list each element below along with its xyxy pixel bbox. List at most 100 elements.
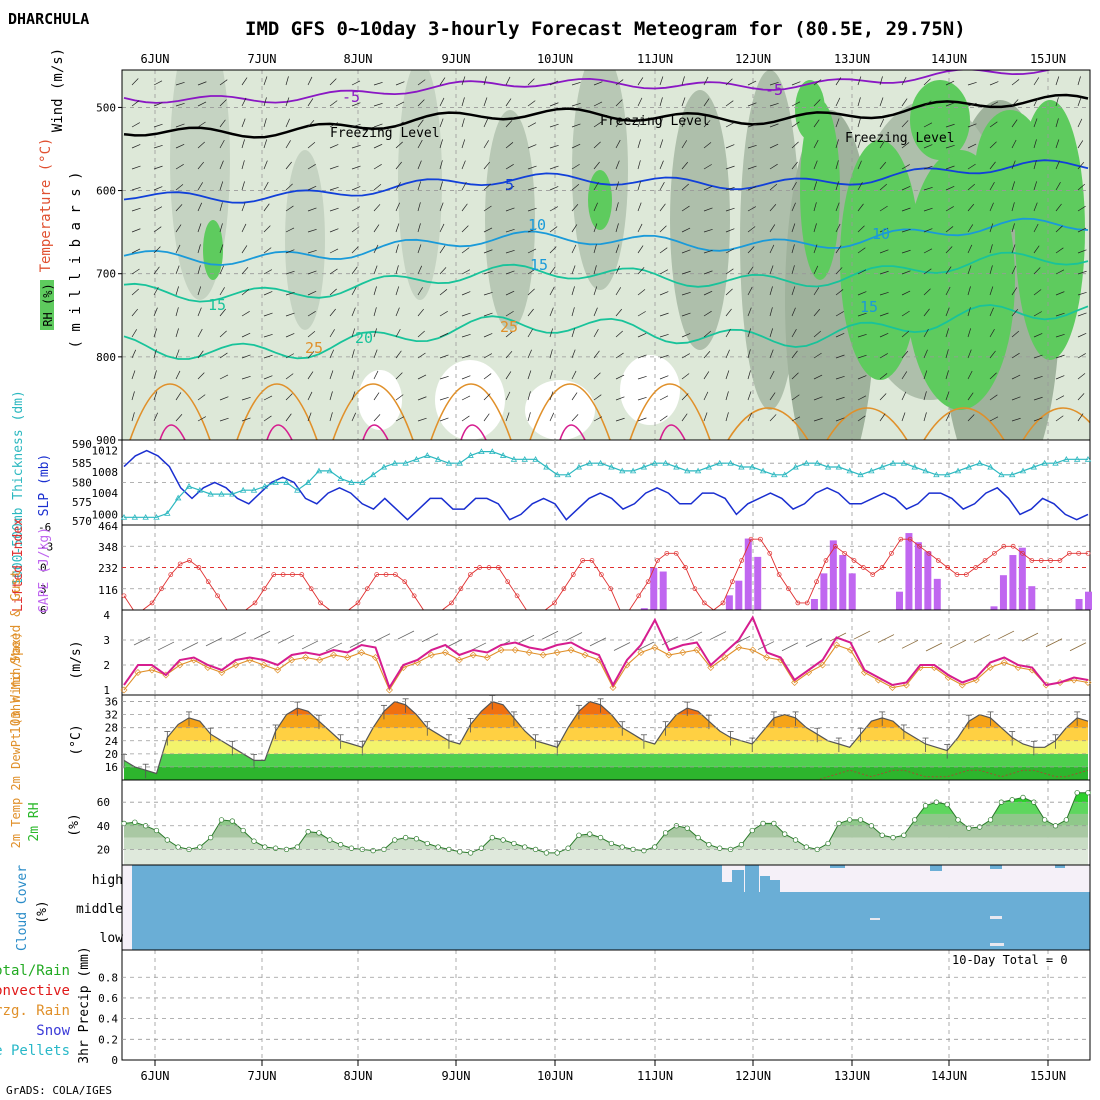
wind-barb <box>461 291 471 296</box>
wind-barb <box>549 186 559 191</box>
wind-barb <box>703 371 710 380</box>
rh-point <box>1042 817 1048 823</box>
rh-high-zone <box>800 100 840 280</box>
wind-barb <box>703 185 713 191</box>
wind-barb <box>527 268 536 275</box>
wind-barb <box>351 80 361 86</box>
thickness-point <box>359 479 366 485</box>
li-tick-label: 0 <box>40 562 47 575</box>
rh-point <box>597 834 604 841</box>
wind-barb <box>329 228 339 233</box>
wind-barb <box>131 122 140 128</box>
rh-point <box>1074 790 1080 796</box>
lifted-index-point <box>598 572 604 577</box>
wind-barb <box>285 373 294 380</box>
wind-barb <box>263 354 273 359</box>
temperature-band <box>124 740 1088 754</box>
wind-barb <box>703 350 711 359</box>
wind-barb <box>439 139 443 149</box>
cape-bar <box>1018 547 1026 610</box>
date-label-bottom: 14JUN <box>931 1069 967 1083</box>
wind-barb <box>1011 396 1021 401</box>
wind-barb <box>879 413 886 422</box>
wind-barb <box>835 333 845 338</box>
wind-barb <box>285 353 295 359</box>
wind-barb <box>923 412 927 422</box>
wind-barb <box>397 630 415 640</box>
rh-point <box>879 832 885 838</box>
wind-barb <box>373 265 378 275</box>
wind-barb <box>527 308 534 317</box>
wind-barb <box>285 270 295 275</box>
temperature-contour-25 <box>236 383 318 440</box>
wind-barb <box>681 76 685 86</box>
lifted-index-axis-label: Lifted Index <box>11 518 26 612</box>
wind-barb <box>791 182 797 191</box>
wind-barb <box>197 244 201 254</box>
lifted-index-point <box>814 579 819 585</box>
rh-high-zone <box>910 80 970 160</box>
wind-barb <box>461 181 467 191</box>
wind-barb <box>1055 139 1060 149</box>
wind-barb <box>1055 415 1064 422</box>
wind-barb <box>813 119 820 128</box>
wind-barb <box>373 328 377 338</box>
wind-barb <box>373 224 380 233</box>
wind-barb <box>967 81 977 86</box>
wind-barb <box>263 375 273 380</box>
lifted-index-point <box>720 600 726 606</box>
wind-barb <box>1033 77 1040 86</box>
gust-point <box>302 654 310 661</box>
gust-point <box>427 651 435 659</box>
wind-barb <box>241 332 251 338</box>
wind-barb <box>505 98 512 107</box>
thickness-point <box>749 463 756 470</box>
temperature-contour-30 <box>659 424 686 440</box>
gust-point <box>665 651 673 659</box>
thickness-point <box>846 467 853 474</box>
wind-barb <box>241 354 251 359</box>
wind-barb <box>351 206 361 212</box>
lifted-index-point <box>673 550 679 556</box>
contour-label: Freezing Level <box>845 131 955 146</box>
wind-barb <box>949 639 967 649</box>
gust-point <box>902 681 910 689</box>
lifted-index-point <box>262 586 267 592</box>
cape-bar <box>990 606 998 610</box>
wind-barb <box>517 634 535 644</box>
wind-barb <box>175 123 185 128</box>
gust-point <box>511 646 519 654</box>
wind-barb <box>263 97 267 107</box>
rh-dry-zone <box>435 360 505 440</box>
wind-tick-label: 2 <box>103 659 110 672</box>
wind-barb <box>1033 267 1041 275</box>
temperature-contour-25 <box>129 383 211 440</box>
wind-barb <box>1077 312 1087 317</box>
thickness-tick-label: 580 <box>72 477 92 490</box>
wind-barb <box>1033 160 1037 170</box>
rh-point <box>370 847 376 854</box>
temperature-contour-25 <box>629 383 711 440</box>
pressure-tick-label: 900 <box>96 434 116 447</box>
gust-point <box>735 644 743 651</box>
thickness-point <box>543 463 550 470</box>
wind-barb <box>661 636 679 646</box>
wind-barb <box>285 97 290 107</box>
wind-barb <box>1055 203 1062 212</box>
wind-barb <box>685 631 703 641</box>
wind-barb <box>461 312 471 317</box>
wind-barb <box>659 334 669 338</box>
wind-barb <box>1055 395 1065 401</box>
wind-barb <box>835 118 840 128</box>
thickness-point <box>315 467 323 474</box>
rh-point <box>760 820 766 827</box>
wind-barb <box>263 395 273 401</box>
wind-barb <box>329 308 336 317</box>
thickness-point <box>489 448 496 454</box>
thickness-point <box>120 513 128 520</box>
wind-barb <box>285 227 295 233</box>
wind-barb <box>769 143 779 149</box>
cape-bar <box>725 595 733 610</box>
wind-barb <box>923 228 933 233</box>
